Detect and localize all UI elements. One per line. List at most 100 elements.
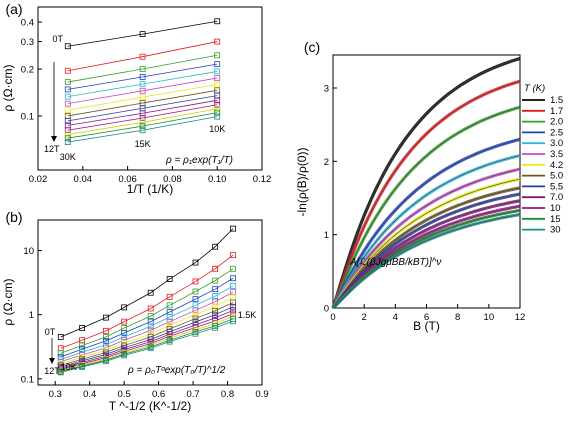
label-15K: 15K	[135, 139, 151, 149]
series-line	[67, 20, 218, 47]
data-point	[64, 139, 71, 145]
data-point	[230, 265, 236, 272]
series-line	[60, 291, 234, 363]
legend-entry: 1.5	[550, 95, 563, 106]
series-line	[67, 108, 218, 135]
data-point	[230, 225, 236, 232]
data-point	[230, 307, 236, 314]
x-tick-label: 0.7	[186, 389, 199, 400]
data-point	[166, 338, 173, 345]
data-point	[214, 113, 221, 120]
data-point	[166, 293, 173, 300]
legend-entry: 4.2	[550, 160, 563, 171]
panel-label-a: (a)	[5, 1, 22, 17]
data-point	[166, 318, 173, 325]
data-point	[212, 311, 219, 318]
data-point	[214, 97, 221, 104]
series-line	[60, 318, 234, 372]
data-point	[64, 107, 71, 114]
data-point	[121, 318, 128, 325]
series-line	[60, 297, 234, 365]
data-point	[230, 303, 236, 310]
data-point	[192, 311, 199, 318]
data-point	[192, 319, 199, 325]
panel-label-b: (b)	[5, 209, 22, 225]
data-point	[102, 314, 109, 321]
series-line	[60, 254, 234, 349]
series-line	[67, 71, 218, 98]
field-arrow-head	[49, 358, 55, 364]
data-point	[79, 325, 86, 331]
data-point	[139, 123, 146, 130]
x-tick-label: 0.08	[163, 174, 182, 185]
x-tick-label: 4	[393, 312, 398, 323]
label-12T: 12T	[44, 144, 60, 154]
legend-entry: 3.0	[550, 138, 563, 149]
legend-entry: 3.5	[550, 149, 563, 160]
data-point	[147, 305, 154, 312]
legend-entry: 1.7	[550, 106, 563, 117]
x-axis-label: 1/T (1/K)	[127, 182, 173, 196]
data-point	[139, 31, 146, 38]
y-axis-label: ρ (Ω·cm)	[1, 278, 15, 325]
legend-entry: 2.5	[550, 127, 563, 138]
series-line	[67, 104, 218, 131]
data-point	[139, 66, 146, 72]
data-point	[147, 313, 154, 320]
data-point	[192, 278, 199, 285]
data-point	[214, 105, 221, 112]
data-point	[230, 275, 236, 282]
data-point	[57, 334, 64, 340]
panel-a: 0.02 0.04 0.06 0.08 0.10 0.12 0.1 0.2 0.3 0.4 0T 12…	[1, 1, 271, 196]
data-point	[192, 307, 199, 314]
data-point	[212, 324, 219, 331]
y-tick-label: 3	[324, 84, 329, 95]
data-point	[230, 252, 236, 259]
fit-curve	[332, 139, 521, 309]
label-1.5K: 1.5K	[238, 310, 257, 320]
x-tick-label: 0.04	[74, 174, 93, 185]
data-point	[212, 293, 219, 299]
fit-curve	[332, 81, 521, 309]
data-point	[212, 307, 219, 314]
field-arrow-head	[51, 136, 57, 142]
series-line	[60, 268, 234, 354]
fit-curve	[332, 193, 521, 309]
label-0T: 0T	[45, 327, 56, 337]
series-line	[67, 95, 218, 122]
data-point	[192, 288, 199, 295]
fit-curve	[332, 168, 521, 309]
panel-label-c: (c)	[304, 39, 320, 55]
data-point	[79, 364, 86, 370]
data-point	[64, 79, 71, 85]
data-point	[214, 81, 221, 88]
data-point	[64, 100, 71, 107]
x-tick-label: 0.10	[208, 174, 227, 185]
data-point	[139, 115, 146, 121]
x-tick-label: 0.02	[29, 174, 48, 185]
data-point	[139, 53, 146, 60]
x-tick-label: 0.9	[255, 389, 268, 400]
series-line	[67, 41, 218, 72]
y-tick-label: 0.3	[21, 37, 34, 48]
data-point	[139, 74, 146, 80]
data-point	[214, 38, 221, 45]
series-line	[60, 316, 234, 371]
data-point	[212, 303, 219, 310]
data-point	[139, 81, 146, 88]
data-point	[214, 52, 221, 59]
data-point	[139, 94, 146, 101]
fit-curve	[332, 178, 521, 309]
x-axis-label: T ^-1/2 (K^-1/2)	[109, 399, 191, 413]
y-axis-label: -ln(ρ(B)/ρ(0))	[295, 148, 309, 217]
y-tick-label: 0.2	[21, 65, 34, 76]
x-tick-label: 10	[484, 312, 495, 323]
x-tick-label: 6	[424, 312, 429, 323]
fit-curve	[332, 106, 521, 309]
series-line	[67, 84, 218, 111]
data-point	[214, 75, 221, 81]
x-tick-label: 0.3	[49, 389, 62, 400]
label-10K: 10K	[61, 362, 77, 372]
